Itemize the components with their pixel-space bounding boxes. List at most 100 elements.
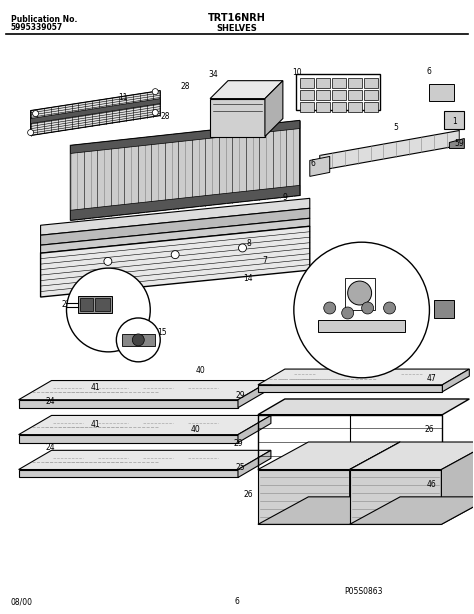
Polygon shape: [79, 296, 112, 313]
Polygon shape: [434, 300, 455, 318]
Circle shape: [27, 130, 34, 136]
Circle shape: [324, 302, 336, 314]
Text: 21: 21: [350, 314, 359, 322]
Text: 59: 59: [455, 139, 464, 148]
Text: 19: 19: [399, 325, 408, 335]
Text: 40: 40: [195, 367, 205, 375]
Bar: [332, 90, 346, 99]
Text: 12: 12: [126, 287, 135, 295]
Polygon shape: [449, 139, 465, 149]
Text: 6: 6: [310, 159, 315, 168]
Polygon shape: [350, 470, 441, 524]
Circle shape: [152, 109, 158, 115]
Polygon shape: [265, 80, 283, 136]
Text: 9: 9: [283, 193, 287, 202]
Polygon shape: [18, 435, 238, 443]
Circle shape: [238, 244, 246, 252]
Polygon shape: [258, 385, 442, 392]
Text: P05S0863: P05S0863: [345, 587, 383, 596]
Bar: [364, 90, 378, 99]
Bar: [300, 78, 314, 88]
Bar: [347, 78, 362, 88]
Text: 5: 5: [393, 123, 398, 132]
Circle shape: [132, 334, 144, 346]
Text: 8: 8: [246, 239, 251, 247]
Text: 47: 47: [427, 375, 436, 383]
Polygon shape: [441, 442, 474, 524]
Polygon shape: [71, 120, 300, 220]
Circle shape: [383, 302, 395, 314]
Text: 24: 24: [46, 443, 55, 452]
Polygon shape: [320, 131, 459, 171]
Circle shape: [116, 318, 160, 362]
Text: 14: 14: [243, 274, 253, 282]
Text: 145: 145: [376, 266, 391, 276]
Bar: [364, 101, 378, 112]
Bar: [316, 101, 330, 112]
Text: 22A: 22A: [297, 293, 312, 303]
Bar: [316, 78, 330, 88]
Polygon shape: [258, 369, 469, 385]
Bar: [347, 101, 362, 112]
Polygon shape: [429, 84, 455, 101]
Polygon shape: [71, 185, 300, 220]
Bar: [300, 90, 314, 99]
Polygon shape: [258, 470, 350, 524]
Text: 17: 17: [403, 306, 412, 314]
Polygon shape: [350, 442, 474, 470]
Text: 08/00: 08/00: [11, 597, 33, 606]
Polygon shape: [210, 80, 283, 99]
Polygon shape: [41, 208, 310, 245]
Text: 11: 11: [118, 93, 128, 102]
Polygon shape: [41, 218, 310, 253]
Text: 16: 16: [146, 328, 155, 338]
Text: 6: 6: [427, 67, 432, 76]
Polygon shape: [238, 381, 271, 408]
Polygon shape: [318, 320, 404, 332]
Polygon shape: [18, 400, 238, 408]
Polygon shape: [258, 442, 400, 470]
Text: 46: 46: [427, 480, 436, 489]
Text: 40: 40: [190, 425, 200, 434]
Circle shape: [171, 251, 179, 258]
Text: 13: 13: [86, 316, 95, 324]
Text: Publication No.: Publication No.: [11, 15, 77, 24]
Polygon shape: [71, 120, 300, 154]
Circle shape: [104, 257, 112, 265]
Polygon shape: [442, 369, 469, 392]
Polygon shape: [81, 298, 93, 311]
Text: 15: 15: [157, 328, 167, 338]
Circle shape: [152, 88, 158, 95]
Circle shape: [347, 281, 372, 305]
Text: 1: 1: [452, 117, 457, 126]
Polygon shape: [18, 470, 238, 478]
Polygon shape: [310, 157, 330, 176]
Text: 23: 23: [410, 290, 420, 298]
Polygon shape: [18, 416, 271, 435]
Text: 28: 28: [161, 112, 170, 121]
Text: 25: 25: [235, 463, 245, 472]
Polygon shape: [238, 416, 271, 443]
Text: 5995339057: 5995339057: [11, 23, 63, 32]
Text: 28: 28: [181, 82, 190, 91]
Text: 6: 6: [235, 597, 239, 606]
Polygon shape: [258, 399, 469, 414]
Text: 29: 29: [235, 391, 245, 400]
Polygon shape: [210, 99, 265, 136]
Polygon shape: [350, 442, 400, 524]
Polygon shape: [31, 99, 160, 123]
Text: 10: 10: [292, 68, 301, 77]
Polygon shape: [41, 226, 310, 297]
Text: 16A: 16A: [111, 338, 126, 348]
Bar: [300, 101, 314, 112]
Circle shape: [294, 242, 429, 378]
Circle shape: [362, 302, 374, 314]
Bar: [347, 90, 362, 99]
Text: 29: 29: [233, 439, 243, 448]
Polygon shape: [122, 334, 155, 346]
Text: 81: 81: [315, 328, 325, 338]
Polygon shape: [445, 111, 465, 128]
Bar: [364, 78, 378, 88]
Text: TRT16NRH: TRT16NRH: [208, 13, 266, 23]
Text: 22B: 22B: [61, 300, 76, 308]
